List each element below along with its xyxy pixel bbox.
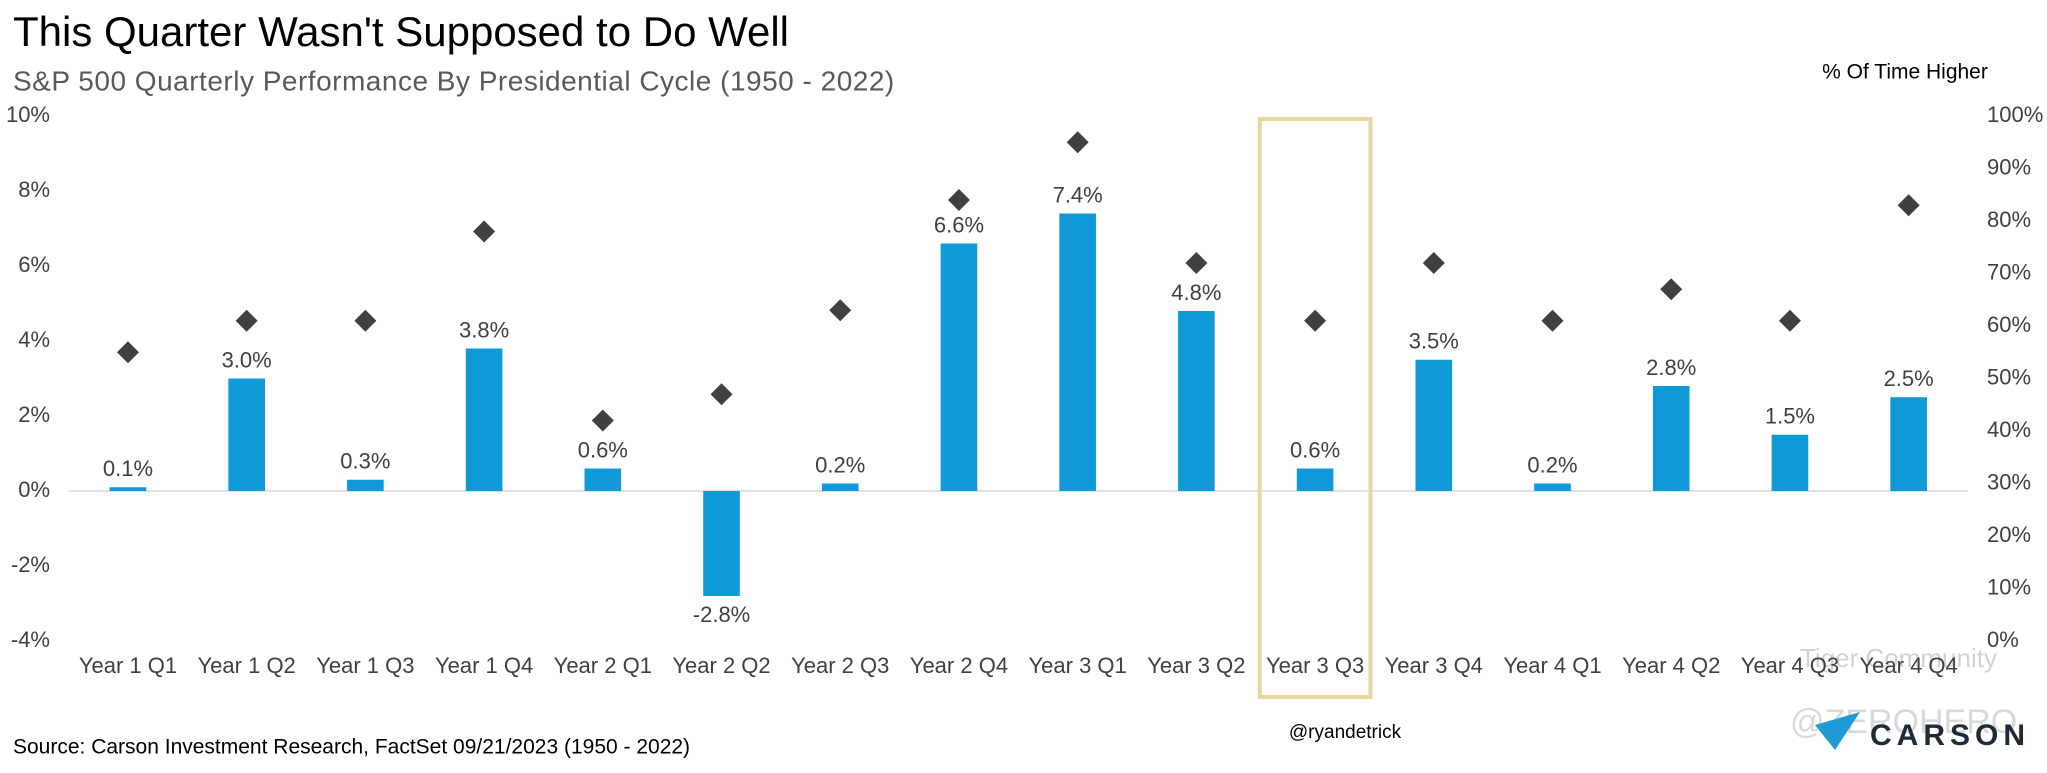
y2-tick-label: 70% [1987, 259, 2031, 284]
bar [584, 468, 622, 491]
y2-tick-label: 80% [1987, 207, 2031, 232]
y2-tick-label: 20% [1987, 522, 2031, 547]
bar [1890, 397, 1927, 491]
bar [465, 348, 503, 491]
y-tick-label: 0% [18, 477, 50, 502]
diamond-marker [1422, 252, 1445, 274]
source: Source: Carson Investment Research, Fact… [13, 736, 690, 759]
y-tick-label: -2% [11, 552, 50, 577]
data-label: 2.8% [1646, 355, 1696, 380]
diamond-marker [116, 341, 139, 364]
chart-title: This Quarter Wasn't Supposed to Do Well [13, 8, 789, 55]
x-tick-label: Year 2 Q4 [910, 653, 1008, 678]
bar [821, 483, 859, 491]
bar [109, 487, 147, 491]
x-tick-label: Year 2 Q1 [554, 653, 652, 678]
y2-tick-label: 40% [1987, 417, 2031, 442]
diamond-marker [1541, 309, 1564, 332]
chart-subtitle: S&P 500 Quarterly Performance By Preside… [13, 65, 895, 96]
data-label: 6.6% [934, 212, 984, 237]
x-tick-label: Year 4 Q4 [1860, 653, 1958, 678]
x-tick-label: Year 2 Q2 [672, 653, 770, 678]
x-tick-label: Year 4 Q2 [1622, 653, 1720, 678]
diamond-marker [1660, 278, 1683, 301]
y-tick-label: 8% [18, 177, 50, 202]
x-tick-label: Year 4 Q3 [1741, 653, 1839, 678]
diamond-marker [591, 409, 614, 432]
data-label: 7.4% [1053, 182, 1103, 207]
data-label: 3.0% [222, 347, 272, 372]
y-tick-label: 6% [18, 252, 50, 277]
y2-tick-label: 30% [1987, 469, 2031, 494]
y2-axis-title: % Of Time Higher [1822, 61, 1988, 84]
diamond-marker [1304, 309, 1327, 332]
diamond-marker [1897, 194, 1920, 217]
data-label: 0.6% [1290, 437, 1340, 462]
y2-tick-label: 90% [1987, 154, 2031, 179]
bar [1534, 483, 1571, 491]
y2-tick-label: 100% [1987, 102, 2043, 127]
watermark: Tiger Community [1800, 643, 1997, 673]
x-tick-label: Year 1 Q3 [316, 653, 414, 678]
x-tick-label: Year 3 Q1 [1029, 653, 1127, 678]
bar [703, 491, 740, 596]
data-label: 0.1% [103, 456, 153, 481]
data-label: 3.5% [1409, 329, 1459, 354]
data-label: 0.6% [578, 437, 628, 462]
bar [940, 243, 978, 491]
bar [1296, 468, 1334, 491]
bar [1652, 386, 1690, 491]
data-label: 0.2% [815, 452, 865, 477]
handle: @ryandetrick [1289, 722, 1402, 743]
y-tick-label: -4% [11, 627, 50, 652]
data-label: 1.5% [1765, 404, 1815, 429]
y2-tick-label: 50% [1987, 364, 2031, 389]
x-tick-label: Year 1 Q2 [198, 653, 296, 678]
diamond-marker [1185, 252, 1208, 274]
data-label: 4.8% [1171, 280, 1221, 305]
logo: CARSON [1870, 719, 2030, 752]
bar [1178, 311, 1215, 491]
data-label: 3.8% [459, 317, 509, 342]
diamond-marker [1066, 131, 1089, 154]
bar [228, 378, 265, 491]
bar [1415, 359, 1453, 491]
x-tick-label: Year 2 Q3 [791, 653, 889, 678]
x-tick-label: Year 1 Q4 [435, 653, 533, 678]
diamond-marker [1778, 309, 1801, 332]
data-label: 0.3% [340, 449, 390, 474]
diamond-marker [473, 220, 496, 243]
x-tick-label: Year 3 Q4 [1385, 653, 1483, 678]
highlight-box [1257, 117, 1373, 699]
x-tick-label: Year 1 Q1 [79, 653, 177, 678]
bar [347, 479, 384, 491]
diamond-marker [947, 189, 970, 211]
y2-tick-label: 0% [1987, 627, 2019, 652]
y2-tick-label: 60% [1987, 312, 2031, 337]
y2-tick-label: 10% [1987, 574, 2031, 599]
bar [1771, 434, 1809, 491]
y-tick-label: 4% [18, 327, 50, 352]
diamond-marker [710, 383, 733, 406]
y-tick-label: 10% [6, 102, 50, 127]
x-tick-label: Year 4 Q1 [1503, 653, 1601, 678]
data-label: 2.5% [1884, 366, 1934, 391]
x-tick-label: Year 3 Q2 [1147, 653, 1245, 678]
diamond-marker [354, 309, 377, 332]
diamond-marker [235, 309, 258, 332]
y-tick-label: 2% [18, 402, 50, 427]
bar [1059, 213, 1096, 491]
x-tick-label: Year 3 Q3 [1266, 653, 1364, 678]
logo-mark [1815, 712, 1860, 750]
data-label: -2.8% [693, 602, 750, 627]
diamond-marker [829, 299, 852, 322]
data-label: 0.2% [1527, 452, 1577, 477]
